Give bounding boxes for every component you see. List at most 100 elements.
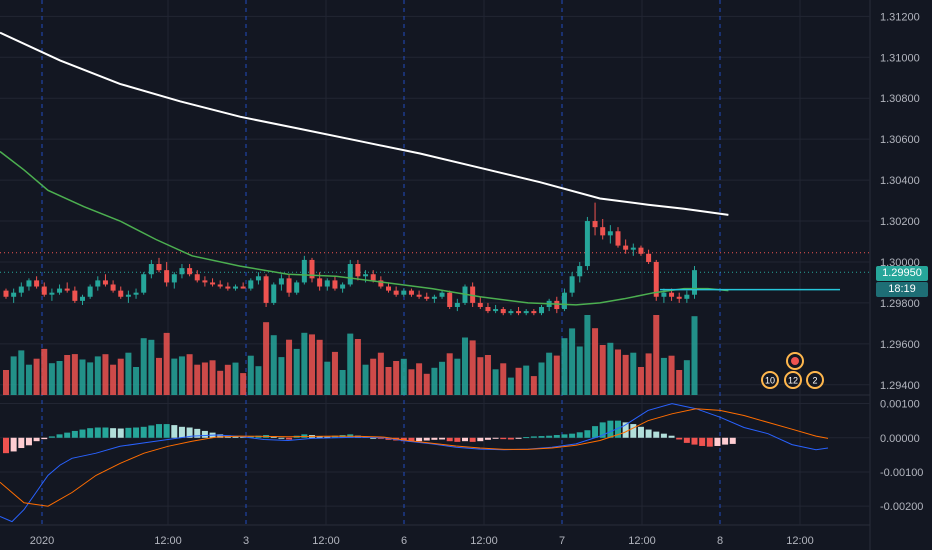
macd-histogram-bar xyxy=(576,432,583,438)
candle-body xyxy=(118,290,124,297)
y-tick-label: 1.30000 xyxy=(880,257,920,269)
candle-body xyxy=(301,259,307,283)
volume-bar xyxy=(171,358,178,395)
macd-histogram-bar xyxy=(454,437,461,442)
candle-body xyxy=(309,259,315,279)
macd-histogram-bar xyxy=(668,435,675,438)
candle-body xyxy=(653,261,659,297)
macd-histogram-bar xyxy=(561,434,568,438)
volume-bar xyxy=(293,348,300,395)
volume-bar xyxy=(538,362,545,395)
volume-bar xyxy=(615,349,621,395)
volume-bar xyxy=(324,361,331,395)
volume-bar xyxy=(48,363,55,395)
macd-histogram-bar xyxy=(171,425,178,438)
macd-histogram-bar xyxy=(331,435,338,438)
y-tick-label: 1.31000 xyxy=(880,52,920,64)
macd-histogram-bar xyxy=(232,436,239,438)
macd-histogram-bar xyxy=(133,427,140,438)
volume-bar xyxy=(163,332,170,395)
macd-pane xyxy=(0,403,829,523)
macd-histogram-bar xyxy=(462,437,468,442)
volume-bar xyxy=(224,364,231,395)
volume-bar xyxy=(71,354,78,395)
candle-body xyxy=(692,270,697,295)
candle-body xyxy=(286,278,292,293)
event-marker-label: 10 xyxy=(765,376,775,386)
macd-histogram-bar xyxy=(316,436,323,438)
macd-histogram-bar xyxy=(683,437,690,443)
x-tick-label: 7 xyxy=(559,535,565,547)
event-markers[interactable]: 10 12 2 xyxy=(761,352,824,389)
macd-histogram-bar xyxy=(439,437,446,440)
volume-bar xyxy=(133,367,140,395)
volume-bar xyxy=(117,358,124,395)
candle-body xyxy=(684,294,690,299)
macd-histogram-bar xyxy=(56,434,63,438)
volume-bar xyxy=(125,352,132,395)
macd-histogram-bar xyxy=(48,436,55,438)
volume-bar xyxy=(148,339,155,395)
macd-histogram-bar xyxy=(286,437,293,440)
macd-histogram-bar xyxy=(102,427,109,438)
candle-body xyxy=(210,282,216,285)
y-tick-label: 1.29400 xyxy=(880,380,920,392)
macd-histogram-bar xyxy=(125,427,132,438)
macd-histogram-bar xyxy=(110,428,117,438)
macd-histogram-bar xyxy=(201,430,208,438)
volume-bar xyxy=(270,335,277,395)
volume-bar xyxy=(645,353,652,395)
volume-bar xyxy=(584,315,591,395)
macd-histogram-bar xyxy=(377,437,384,439)
volume-bar xyxy=(87,362,94,395)
macd-histogram-bar xyxy=(431,437,438,440)
macd-histogram-bar xyxy=(691,437,698,445)
volume-bar xyxy=(423,373,430,395)
event-marker xyxy=(784,371,802,389)
macd-histogram-bar xyxy=(653,431,660,438)
macd-histogram-bar xyxy=(584,430,591,438)
volume-bar xyxy=(622,354,629,395)
candle-body xyxy=(539,306,544,314)
volume-bar xyxy=(607,342,614,395)
volume-bar xyxy=(263,322,270,395)
volume-bar xyxy=(247,355,254,395)
macd-histogram-bar xyxy=(469,437,476,442)
candle-body xyxy=(3,290,9,297)
macd-histogram-bar xyxy=(645,429,652,438)
macd-histogram-bar xyxy=(33,437,40,442)
volume-bar xyxy=(286,339,293,395)
candle-body xyxy=(57,288,63,293)
candle-body xyxy=(424,296,430,299)
candle-body xyxy=(324,280,330,287)
volume-bar xyxy=(377,352,384,395)
macd-histogram-bar xyxy=(607,420,614,438)
volume-bar xyxy=(676,370,683,395)
candle-body xyxy=(179,268,185,275)
macd-histogram-bar xyxy=(477,437,484,442)
macd-histogram-bar xyxy=(446,437,453,442)
macd-histogram-bar xyxy=(599,422,606,438)
x-tick-label: 8 xyxy=(717,535,723,547)
volume-bar xyxy=(599,345,606,395)
volume-bar xyxy=(33,358,40,395)
candlesticks xyxy=(3,202,697,316)
volume-bar xyxy=(79,359,86,395)
macd-histogram-bar xyxy=(25,437,32,446)
candle-body xyxy=(561,292,567,310)
macd-histogram-bar xyxy=(163,424,170,438)
candle-body xyxy=(569,276,575,293)
candle-body xyxy=(187,268,193,275)
candle-body xyxy=(401,290,407,295)
candle-body xyxy=(623,245,629,250)
macd-histogram-bar xyxy=(117,428,124,438)
candle-body xyxy=(317,278,323,287)
macd-histogram-bar xyxy=(18,437,25,449)
macd-histogram-bar xyxy=(676,437,683,440)
macd-histogram-bar xyxy=(178,426,185,438)
volume-bar xyxy=(102,354,109,395)
candle-body xyxy=(34,280,40,287)
macd-histogram-bar xyxy=(500,437,507,440)
volume-bar xyxy=(385,367,392,395)
